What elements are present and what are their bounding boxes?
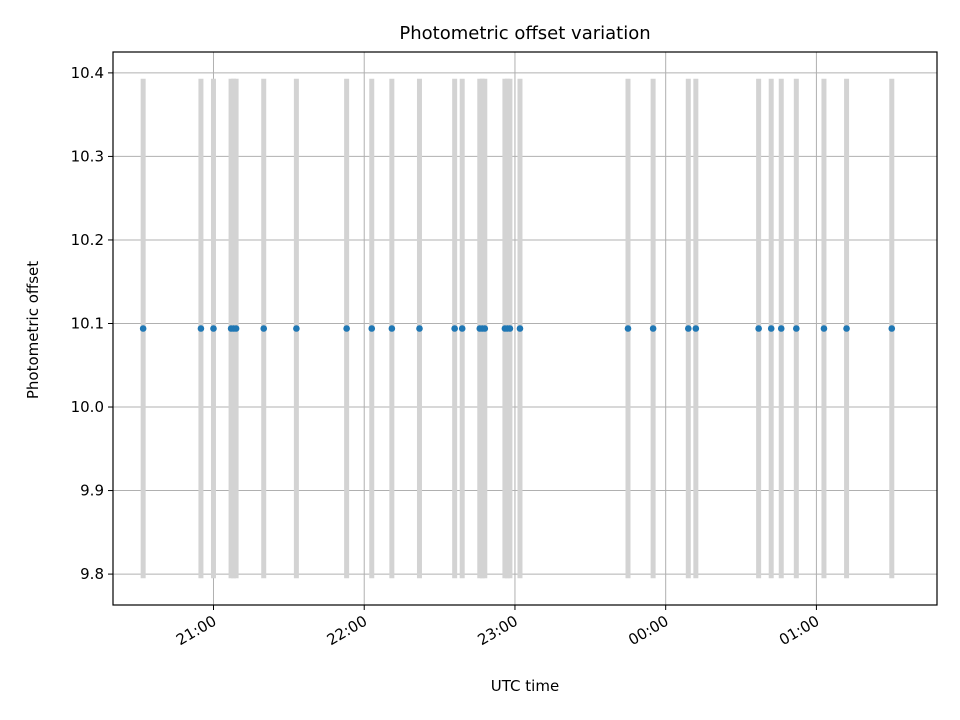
chart-title: Photometric offset variation [399,23,650,44]
data-point [888,325,896,332]
data-point [684,325,692,332]
data-point [649,325,657,332]
y-tick-label: 10.4 [71,64,104,82]
data-point [843,325,850,332]
x-axis-label: UTC time [491,677,559,695]
data-point [516,325,524,332]
data-point [232,325,240,332]
data-point [767,325,775,332]
data-point [451,325,458,332]
y-tick-label: 10.3 [71,147,104,165]
y-tick-label: 9.8 [80,565,104,583]
data-point [139,325,147,332]
data-point [197,325,205,332]
y-tick-label: 10.2 [71,231,104,249]
data-point [481,325,489,332]
data-point [506,325,514,332]
data-point [624,325,632,332]
plot-area-frame [112,51,938,606]
data-point [260,325,268,332]
data-point [692,325,700,332]
y-tick-label: 9.9 [80,482,104,500]
data-point [210,325,217,332]
data-point [820,325,828,332]
data-point [368,325,376,332]
data-point [755,325,762,332]
data-point [343,325,350,332]
data-point [416,325,423,332]
y-tick-label: 10.1 [71,314,104,332]
data-point [293,325,300,332]
data-point [793,325,800,332]
data-points [139,325,896,332]
y-axis: 9.8 9.9 10.0 10.1 10.2 10.3 10.4 [71,64,113,583]
y-axis-label: Photometric offset [24,261,42,399]
data-point [388,325,396,332]
data-point [777,325,785,332]
y-tick-label: 10.0 [71,398,104,416]
data-point [458,325,466,332]
